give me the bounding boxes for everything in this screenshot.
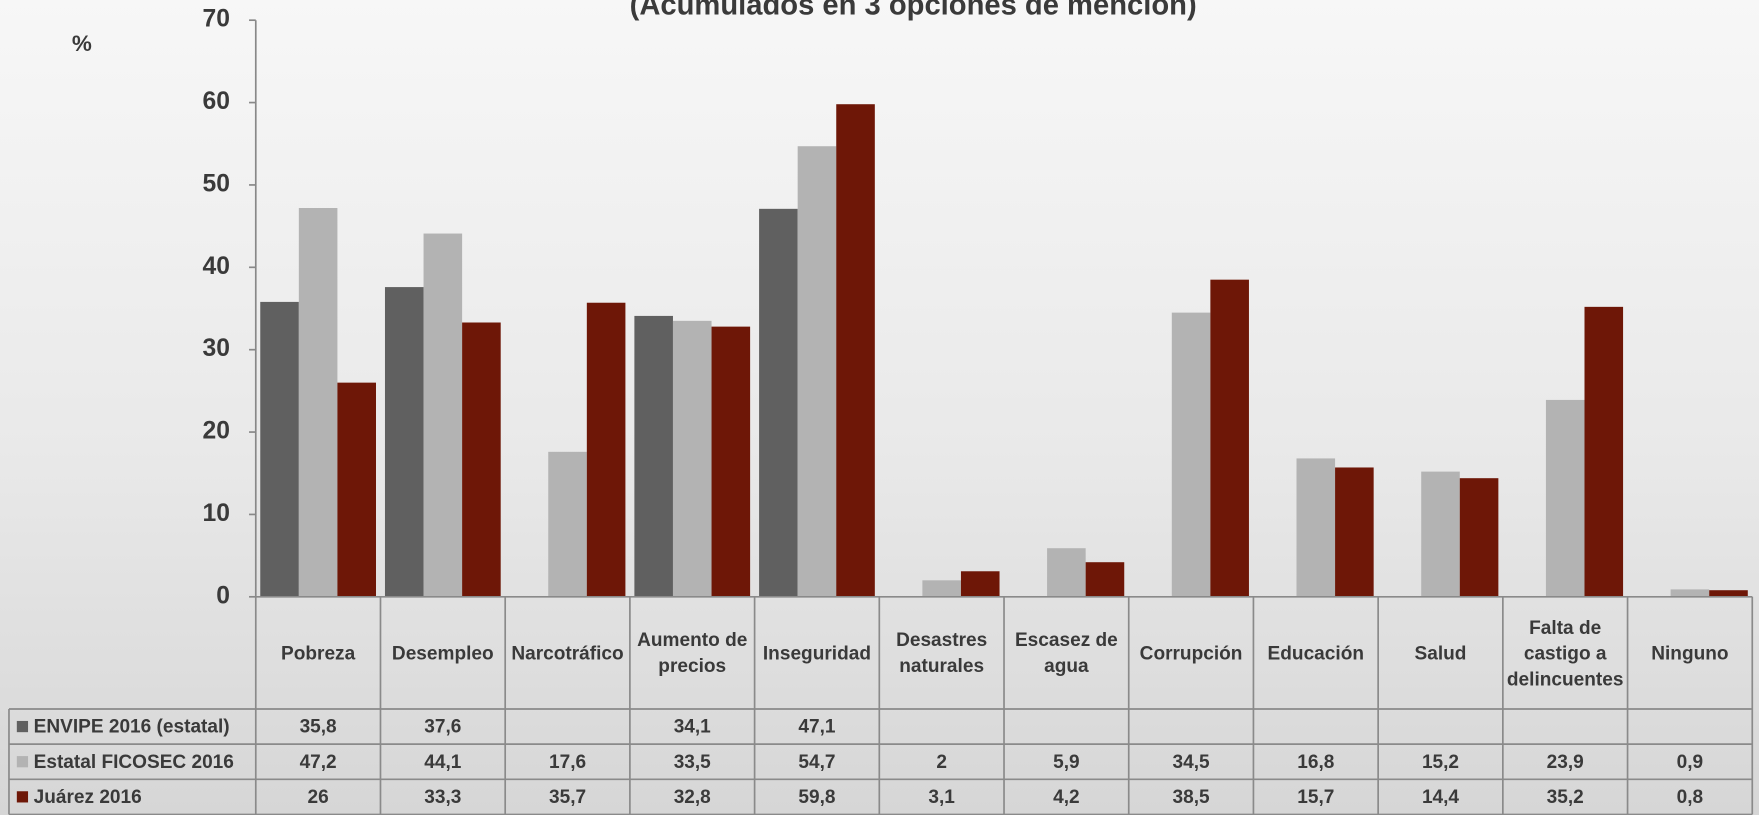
bar <box>337 382 376 597</box>
x-tick-label-box: Desastres naturales <box>896 629 988 677</box>
x-tick-label: Inseguridad <box>762 642 871 664</box>
x-tick-label: Educación <box>1267 642 1364 664</box>
bar <box>1210 279 1249 597</box>
data-label: 35,2 <box>1547 787 1584 808</box>
bar <box>423 233 463 597</box>
x-tick-label: Desastres naturales <box>896 629 988 677</box>
x-tick-label-box: Desempleo <box>391 642 494 664</box>
x-tick-label: Falta de castigo a delincuentes <box>1506 616 1624 690</box>
data-label: 3,1 <box>928 787 955 808</box>
bar <box>1085 562 1125 597</box>
data-label: 0,8 <box>1677 787 1704 808</box>
x-tick-label-box: Corrupción <box>1139 642 1243 664</box>
data-label: 35,7 <box>549 787 586 808</box>
x-tick-label-box: Inseguridad <box>762 642 871 664</box>
data-label: 35,8 <box>300 717 337 738</box>
bar <box>462 322 501 597</box>
bar <box>1335 467 1374 597</box>
data-label: 33,3 <box>424 787 461 808</box>
y-tick-label: 10 <box>203 500 230 527</box>
y-tick-label: 70 <box>203 6 230 33</box>
chart-title: (Acumulados en 3 opciones de mención) <box>630 0 1197 21</box>
data-label: 17,6 <box>549 752 586 773</box>
data-label: 47,1 <box>798 717 835 738</box>
bar <box>1047 548 1086 597</box>
y-axis-label: % <box>72 31 92 56</box>
bar <box>759 208 798 597</box>
y-tick-label: 20 <box>203 418 230 445</box>
x-tick-label: Pobreza <box>281 642 356 664</box>
data-label: 59,8 <box>798 787 835 808</box>
bar <box>384 287 424 597</box>
data-label: 16,8 <box>1297 752 1334 773</box>
bar <box>711 326 751 597</box>
x-tick-label: Ninguno <box>1651 642 1729 664</box>
x-tick-label-box: Pobreza <box>281 642 356 664</box>
x-tick-label-box: Educación <box>1267 642 1364 664</box>
x-tick-label-box: Falta de castigo a delincuentes <box>1506 616 1624 690</box>
y-tick-label: 40 <box>203 253 230 280</box>
bar <box>922 580 961 597</box>
bar <box>797 146 837 597</box>
bar <box>1670 589 1710 597</box>
legend-swatch <box>16 791 29 803</box>
bar <box>1584 306 1624 597</box>
x-tick-label: Corrupción <box>1139 642 1243 664</box>
y-tick-label: 60 <box>203 88 230 115</box>
data-label: 34,1 <box>674 717 711 738</box>
data-label: 14,4 <box>1422 787 1459 808</box>
x-tick-label: Salud <box>1414 642 1467 664</box>
x-tick-label-box: Escasez de agua <box>1014 629 1118 677</box>
data-label: 15,7 <box>1297 787 1334 808</box>
bar <box>672 320 712 597</box>
data-label: 54,7 <box>798 752 835 773</box>
data-label: 32,8 <box>674 787 711 808</box>
x-tick-label-box: Narcotráfico <box>511 642 624 664</box>
legend-swatch <box>16 720 29 733</box>
x-tick-label: Escasez de agua <box>1014 629 1118 677</box>
data-label: 34,5 <box>1173 752 1210 773</box>
data-label: 44,1 <box>424 752 461 773</box>
bar <box>548 451 587 597</box>
bar <box>836 104 875 597</box>
y-tick-label: 30 <box>203 335 230 362</box>
bar <box>1296 458 1336 597</box>
bar <box>1171 312 1211 597</box>
data-label: 33,5 <box>674 752 711 773</box>
data-label: 23,9 <box>1547 752 1584 773</box>
bar <box>1459 478 1499 597</box>
data-label: 37,6 <box>424 717 461 738</box>
legend-swatch <box>16 756 29 768</box>
bar <box>1421 471 1460 597</box>
y-tick-label: 0 <box>216 582 230 609</box>
data-label: 5,9 <box>1053 752 1079 773</box>
data-label: 38,5 <box>1173 787 1210 808</box>
data-label: 15,2 <box>1422 752 1459 773</box>
x-tick-label: Aumento de precios <box>637 629 748 677</box>
x-tick-label: Desempleo <box>391 642 494 664</box>
data-label: 2 <box>936 752 947 773</box>
bar <box>260 301 299 597</box>
bar <box>960 571 1000 597</box>
bar <box>298 208 338 597</box>
data-label: 26 <box>308 787 329 808</box>
x-tick-label-box: Aumento de precios <box>637 629 748 677</box>
bar <box>1709 590 1748 597</box>
legend-label: Juárez 2016 <box>34 787 142 808</box>
data-label: 47,2 <box>300 752 337 773</box>
x-tick-label-box: Ninguno <box>1651 642 1729 664</box>
bar <box>586 302 626 597</box>
bar <box>634 315 673 597</box>
x-tick-label: Narcotráfico <box>511 642 624 664</box>
legend-label: ENVIPE 2016 (estatal) <box>34 717 230 738</box>
data-label: 4,2 <box>1053 787 1079 808</box>
bar <box>1545 399 1585 597</box>
x-tick-label-box: Salud <box>1414 642 1467 664</box>
data-label: 0,9 <box>1677 752 1704 773</box>
legend-label: Estatal FICOSEC 2016 <box>34 752 234 773</box>
y-tick-label: 50 <box>203 170 230 197</box>
